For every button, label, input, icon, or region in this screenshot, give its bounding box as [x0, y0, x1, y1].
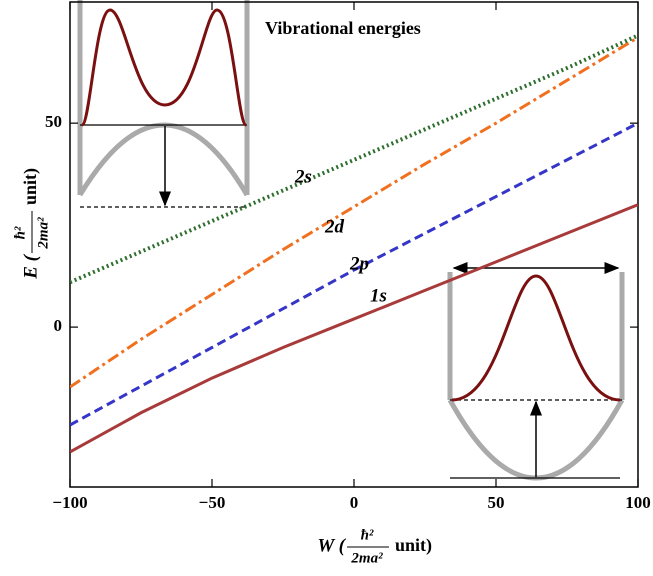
axis-label: unit) — [395, 535, 432, 556]
axis-label: 2ma² — [350, 550, 383, 566]
inset-bottom-right: 2a 1s W — [447, 246, 625, 481]
x-tick-label: 50 — [488, 493, 505, 512]
axis-label: ħ² — [361, 527, 374, 543]
x-tick-label: 0 — [350, 493, 359, 512]
axis-label: E ( — [20, 253, 41, 279]
series-line — [70, 203, 638, 454]
inset-label: 2a — [532, 246, 553, 267]
series-label: 2d — [324, 216, 345, 237]
axis-label: ħ² — [12, 226, 28, 239]
series-line — [70, 33, 638, 285]
x-tick-label: 100 — [625, 493, 651, 512]
inset-label: W — [546, 426, 564, 447]
series-label: 1s — [370, 285, 387, 306]
inset-top-left: 1s W — [77, 0, 250, 208]
inset-label: 1s — [126, 23, 143, 44]
series-line — [70, 121, 638, 427]
y-tick-label: 50 — [45, 112, 62, 131]
y-axis-label: E ( ħ² 2ma² unit) — [12, 168, 51, 280]
axis-label: unit) — [20, 168, 41, 205]
x-tick-label: −100 — [52, 493, 87, 512]
series-label: 2p — [349, 253, 369, 274]
x-tick-label: −50 — [199, 493, 226, 512]
axis-label: W ( — [317, 535, 346, 556]
series-label: 2s — [294, 166, 312, 187]
axis-label: 2ma² — [35, 217, 51, 250]
x-axis-label: W ( ħ² 2ma² unit) — [317, 527, 432, 566]
annotation: Vibrational energies — [265, 18, 421, 38]
series-line — [70, 36, 638, 389]
inset-label: W — [172, 158, 190, 179]
y-tick-label: 0 — [54, 316, 63, 335]
